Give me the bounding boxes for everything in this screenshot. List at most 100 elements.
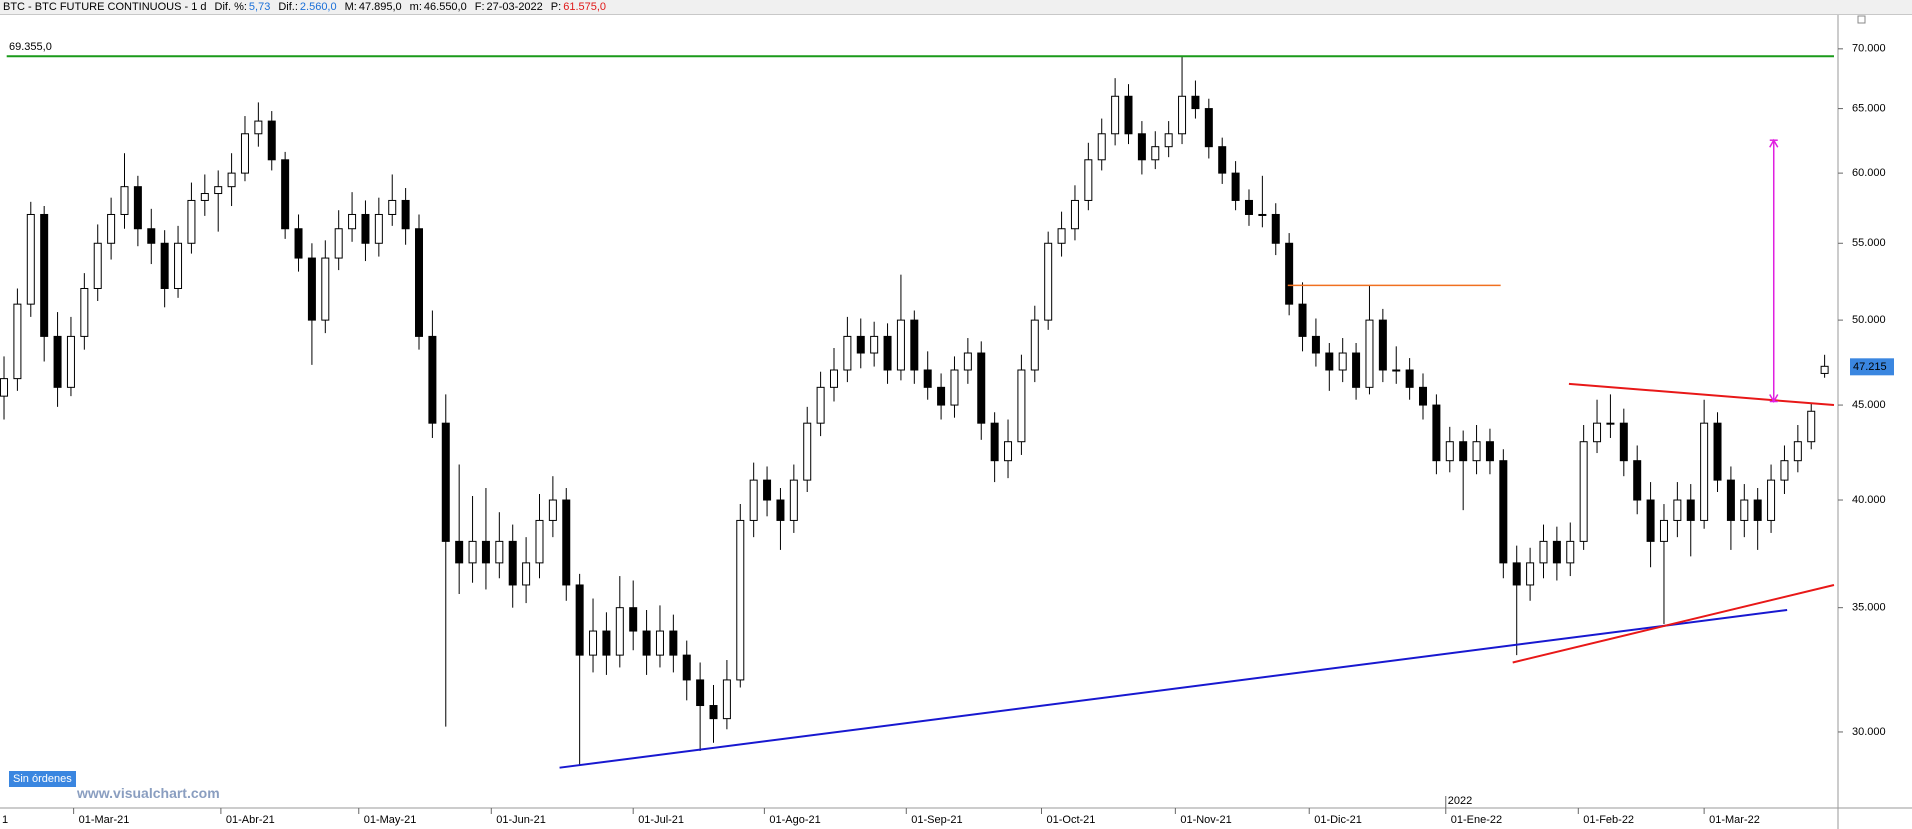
x-tick-label: 01-Feb-22 — [1583, 814, 1634, 826]
candle-body — [1151, 146, 1160, 161]
candle-body — [1419, 386, 1428, 406]
field-label: F: — [474, 1, 485, 13]
candle-body — [990, 422, 999, 462]
field-label: m: — [409, 1, 422, 13]
level-label: 69.355,0 — [9, 41, 52, 53]
candle-body — [829, 369, 838, 388]
candle-body — [1633, 460, 1642, 501]
candle-body — [923, 369, 932, 388]
candle-body — [495, 540, 504, 564]
candle-body — [174, 242, 183, 289]
candle-body — [1191, 95, 1200, 110]
candle-body — [937, 386, 946, 406]
candle-body — [1619, 422, 1628, 462]
y-tick-label: 30.000 — [1852, 726, 1886, 738]
candle-body — [589, 630, 598, 656]
candle-body — [1111, 95, 1120, 135]
candle-body — [1686, 499, 1695, 521]
candle-body — [856, 335, 865, 354]
trend-line — [559, 608, 1788, 769]
candle-body — [1646, 499, 1655, 542]
candle-body — [1659, 519, 1668, 542]
candle-body — [214, 186, 223, 195]
x-tick-label: 01-Abr-21 — [226, 814, 275, 826]
x-tick-label: 01-Jun-21 — [496, 814, 546, 826]
candle-body — [803, 422, 812, 481]
candle-body — [963, 352, 972, 371]
candle-body — [816, 386, 825, 424]
candle-body — [281, 159, 290, 230]
field-value: 27-03-2022 — [486, 1, 543, 13]
x-tick-label: 01-Mar-21 — [79, 814, 130, 826]
candle-body — [13, 303, 22, 380]
header-bar: BTC - BTC FUTURE CONTINUOUS - 1 d Dif. %:… — [0, 0, 1912, 15]
candle-body — [1405, 369, 1414, 388]
candle-body — [321, 257, 330, 321]
candle-body — [0, 378, 9, 397]
last-price-tag — [1850, 358, 1894, 376]
candle-body — [1352, 352, 1361, 388]
candle-body — [1164, 133, 1173, 148]
candle-body — [615, 607, 624, 656]
x-tick-label: 01-Nov-21 — [1180, 814, 1231, 826]
candle-body — [682, 654, 691, 681]
candle-body — [1445, 441, 1454, 462]
candle-body — [950, 369, 959, 406]
x-tick-label: 01-May-21 — [364, 814, 417, 826]
x-tick-label: 01-Oct-21 — [1046, 814, 1095, 826]
panel-icon — [1857, 15, 1866, 24]
candle-body — [1485, 441, 1494, 462]
field-label: Dif. %: — [214, 1, 247, 13]
candle-body — [1593, 422, 1602, 443]
candle-body — [1552, 540, 1561, 564]
field-value: 46.550,0 — [423, 1, 467, 13]
candle-body — [1044, 242, 1053, 321]
candle-body — [910, 319, 919, 371]
candle-body — [1084, 159, 1093, 201]
candle-body — [1566, 540, 1575, 564]
candle-body — [441, 422, 450, 542]
candle-body — [736, 519, 745, 681]
candle-body — [1231, 172, 1240, 201]
candle-body — [455, 540, 464, 564]
x-tick-label: 1 — [2, 814, 8, 826]
candle-body — [696, 679, 705, 707]
candle-body — [1606, 422, 1615, 425]
field-value: 5,73 — [248, 1, 271, 13]
candle-body — [843, 335, 852, 371]
candle-body — [1285, 242, 1294, 305]
candle-body — [26, 213, 35, 305]
candle-body — [1338, 352, 1347, 371]
candle-body — [1726, 479, 1735, 521]
candle-body — [200, 193, 209, 201]
candle-body — [93, 242, 102, 289]
candle-body — [1271, 213, 1280, 244]
candle-body — [1392, 369, 1401, 372]
candle-body — [240, 133, 249, 174]
candle-body — [481, 540, 490, 564]
candle-body — [722, 679, 731, 720]
field-value: 2.560,0 — [299, 1, 337, 13]
last-price-label: 47.215 — [1853, 361, 1887, 373]
candle-body — [1526, 562, 1535, 586]
candle-body — [1740, 499, 1749, 521]
trend-line — [1568, 382, 1835, 407]
field-label: P: — [550, 1, 562, 13]
field-value: 61.575,0 — [563, 1, 607, 13]
candle-body — [1298, 303, 1307, 337]
candle-body — [1767, 479, 1776, 521]
candle-body — [1700, 422, 1709, 521]
candle-body — [1258, 213, 1267, 216]
candle-body — [1017, 369, 1026, 443]
trend-line — [1512, 583, 1835, 664]
candle-body — [401, 199, 410, 230]
candle-body — [133, 186, 142, 230]
y-tick-label: 50.000 — [1852, 314, 1886, 326]
candle-body — [1124, 95, 1133, 135]
x-tick-label: 01-Dic-21 — [1314, 814, 1362, 826]
candle-body — [388, 199, 397, 215]
candle-body — [1472, 441, 1481, 462]
field-value: 47.895,0 — [358, 1, 402, 13]
y-tick-label: 40.000 — [1852, 494, 1886, 506]
candle-body — [40, 213, 49, 337]
